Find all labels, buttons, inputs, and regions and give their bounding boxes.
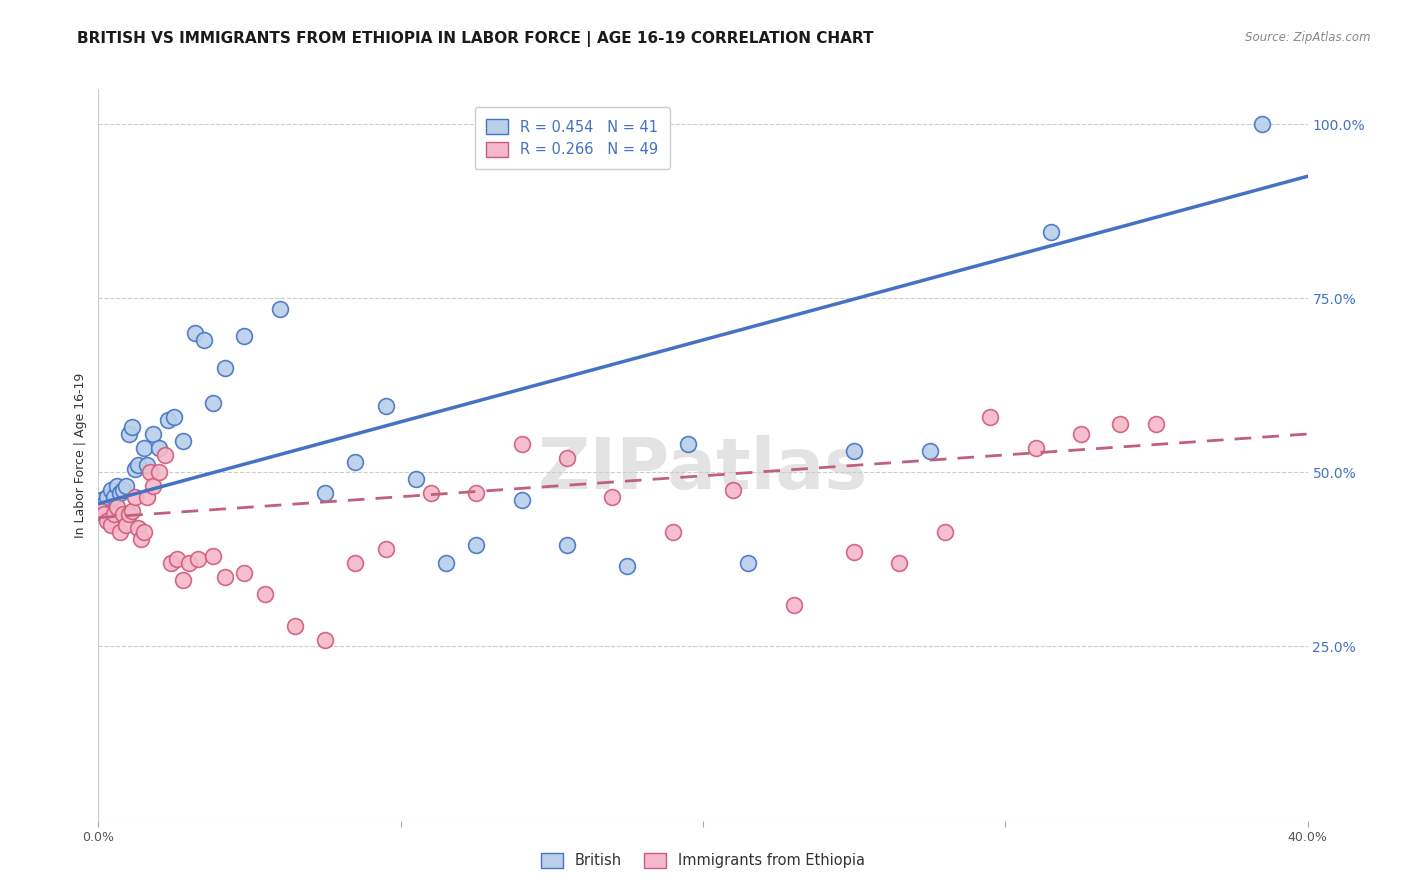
Point <box>93 497 115 511</box>
Point <box>661 524 683 539</box>
Point <box>1039 225 1062 239</box>
Y-axis label: In Labor Force | Age 16-19: In Labor Force | Age 16-19 <box>75 372 87 538</box>
Point <box>979 409 1001 424</box>
Point <box>202 549 225 563</box>
Point <box>127 521 149 535</box>
Point <box>1070 427 1092 442</box>
Point <box>148 441 170 455</box>
Point <box>616 559 638 574</box>
Point <box>124 490 146 504</box>
Point <box>90 503 112 517</box>
Point <box>142 427 165 442</box>
Point <box>132 441 155 455</box>
Point <box>121 503 143 517</box>
Point <box>434 556 457 570</box>
Point <box>232 566 254 581</box>
Point <box>1109 417 1132 431</box>
Point <box>114 517 136 532</box>
Point <box>139 466 162 480</box>
Point <box>132 524 155 539</box>
Point <box>108 524 131 539</box>
Point <box>124 462 146 476</box>
Legend: British, Immigrants from Ethiopia: British, Immigrants from Ethiopia <box>536 847 870 874</box>
Point <box>214 360 236 375</box>
Point <box>187 552 209 566</box>
Point <box>156 413 179 427</box>
Point <box>96 490 118 504</box>
Point <box>374 399 396 413</box>
Point <box>96 514 118 528</box>
Point <box>344 455 367 469</box>
Text: BRITISH VS IMMIGRANTS FROM ETHIOPIA IN LABOR FORCE | AGE 16-19 CORRELATION CHART: BRITISH VS IMMIGRANTS FROM ETHIOPIA IN L… <box>77 31 875 47</box>
Point <box>135 490 157 504</box>
Point <box>153 448 176 462</box>
Point <box>111 507 134 521</box>
Point <box>142 479 165 493</box>
Point <box>193 333 215 347</box>
Point <box>602 490 624 504</box>
Point <box>918 444 941 458</box>
Point <box>105 500 128 515</box>
Point <box>1251 117 1274 131</box>
Point <box>405 472 427 486</box>
Point <box>314 486 336 500</box>
Point <box>723 483 745 497</box>
Point <box>179 556 201 570</box>
Point <box>269 301 291 316</box>
Point <box>1024 441 1046 455</box>
Point <box>103 490 125 504</box>
Point <box>510 437 533 451</box>
Point <box>105 479 128 493</box>
Point <box>127 458 149 473</box>
Point <box>1144 417 1167 431</box>
Point <box>160 556 183 570</box>
Point <box>844 444 866 458</box>
Point <box>555 539 578 553</box>
Point <box>118 507 141 521</box>
Point <box>121 420 143 434</box>
Point <box>934 524 956 539</box>
Point <box>844 545 866 559</box>
Point <box>129 532 152 546</box>
Point <box>100 483 122 497</box>
Text: ZIPatlas: ZIPatlas <box>538 435 868 504</box>
Point <box>420 486 443 500</box>
Legend: R = 0.454   N = 41, R = 0.266   N = 49: R = 0.454 N = 41, R = 0.266 N = 49 <box>474 107 669 169</box>
Point <box>555 451 578 466</box>
Point <box>103 507 125 521</box>
Text: Source: ZipAtlas.com: Source: ZipAtlas.com <box>1246 31 1371 45</box>
Point <box>676 437 699 451</box>
Point <box>111 483 134 497</box>
Point <box>93 507 115 521</box>
Point <box>172 434 194 448</box>
Point <box>90 493 112 508</box>
Point <box>118 427 141 442</box>
Point <box>166 552 188 566</box>
Point <box>889 556 911 570</box>
Point <box>202 395 225 409</box>
Point <box>148 466 170 480</box>
Point <box>214 570 236 584</box>
Point <box>314 632 336 647</box>
Point <box>510 493 533 508</box>
Point <box>344 556 367 570</box>
Point <box>184 326 207 340</box>
Point <box>783 598 806 612</box>
Point <box>737 556 759 570</box>
Point <box>232 329 254 343</box>
Point <box>374 541 396 556</box>
Point <box>135 458 157 473</box>
Point <box>284 618 307 632</box>
Point <box>163 409 186 424</box>
Point <box>100 517 122 532</box>
Point <box>114 479 136 493</box>
Point <box>465 486 488 500</box>
Point <box>172 574 194 588</box>
Point <box>253 587 276 601</box>
Point <box>465 539 488 553</box>
Point <box>108 486 131 500</box>
